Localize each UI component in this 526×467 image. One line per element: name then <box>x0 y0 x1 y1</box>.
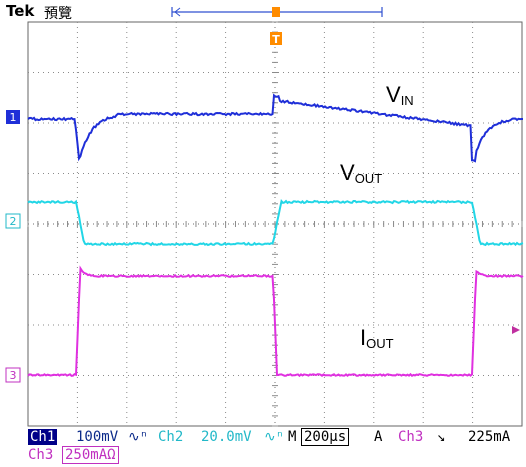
waveform-display: T 1 2 3 <box>0 0 526 427</box>
vout-label: VOUT <box>340 160 382 186</box>
ch1-scale[interactable]: 100mV <box>76 429 118 445</box>
trigger-label: A <box>374 429 382 445</box>
trigger-marker-label: T <box>272 33 280 46</box>
ch3-scale: 250mA <box>65 447 107 463</box>
ch2-button[interactable]: Ch2 <box>158 429 183 445</box>
ch2-bw-icon: ∿ⁿ <box>264 429 284 445</box>
ohm-icon: Ω <box>107 447 115 463</box>
trigger-position-icon <box>272 7 280 17</box>
trigger-level-icon[interactable] <box>512 326 520 334</box>
trigger-marker-icon[interactable]: T <box>270 32 282 46</box>
ch3-marker[interactable]: 3 <box>6 368 20 382</box>
ch2-marker[interactable]: 2 <box>6 214 20 228</box>
ch2-scale[interactable]: 20.0mV <box>201 429 252 445</box>
svg-text:2: 2 <box>10 215 17 228</box>
ch3-scale-box[interactable]: 250mAΩ <box>62 446 119 464</box>
timebase-prefix: M <box>288 429 296 445</box>
ch1-waveform <box>28 95 523 161</box>
trigger-level[interactable]: 225mA <box>468 429 510 445</box>
iout-label: IOUT <box>360 325 394 351</box>
trigger-slope-icon[interactable]: ↘ <box>437 429 445 445</box>
ch1-button[interactable]: Ch1 <box>28 429 57 445</box>
graticule <box>28 22 522 426</box>
ch1-bw-icon: ∿ⁿ <box>128 429 148 445</box>
status-bar: Ch1 100mV ∿ⁿ Ch2 20.0mV ∿ⁿ M 200µs A Ch3… <box>0 427 526 467</box>
ch3-button[interactable]: Ch3 <box>28 447 53 463</box>
ch1-marker[interactable]: 1 <box>6 110 20 124</box>
timebase-value[interactable]: 200µs <box>301 428 349 446</box>
svg-text:1: 1 <box>10 111 17 124</box>
record-position-bar[interactable] <box>172 7 382 17</box>
svg-text:3: 3 <box>10 369 17 382</box>
trigger-source[interactable]: Ch3 <box>398 429 423 445</box>
vin-label: VIN <box>386 82 414 108</box>
